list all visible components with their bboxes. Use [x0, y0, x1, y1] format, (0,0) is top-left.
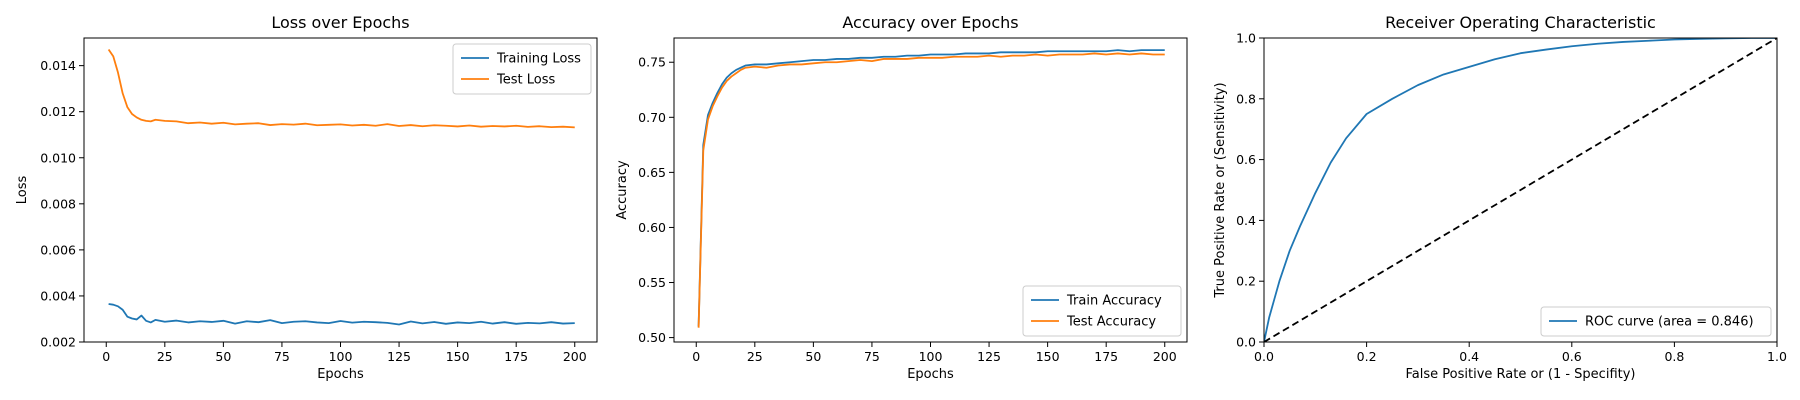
y-axis-label: Accuracy [615, 160, 630, 220]
x-tick-label: 0.2 [1357, 349, 1377, 364]
x-tick-label: 0.8 [1664, 349, 1684, 364]
y-tick-label: 0.60 [638, 220, 666, 235]
series-line-test-accuracy [697, 52, 1165, 328]
x-tick-label: 0 [102, 349, 110, 364]
x-tick-label: 200 [1153, 349, 1177, 364]
y-tick-label: 0.002 [40, 335, 76, 350]
y-tick-label: 0.010 [40, 150, 76, 165]
x-tick-label: 25 [157, 349, 173, 364]
y-axis-label: True Positive Rate or (Sensitivity) [1213, 82, 1228, 298]
x-tick-label: 100 [919, 349, 943, 364]
diagonal-reference-line [1264, 38, 1777, 342]
legend-label: ROC curve (area = 0.846) [1585, 315, 1754, 330]
y-tick-label: 0.50 [638, 330, 666, 345]
x-tick-label: 0.4 [1459, 349, 1479, 364]
chart-panel-3: 0.0 0.2 0.4 0.6 0.8 1.0 0.0 0.2 0.4 0.6 0.8 1.0 Rece… [1213, 13, 1787, 382]
y-tick-label: 0.4 [1236, 213, 1256, 228]
x-axis-label: False Positive Rate or (1 - Specifity) [1406, 367, 1636, 382]
y-tick-label: 0.8 [1236, 91, 1256, 106]
y-tick-label: 0.70 [638, 110, 666, 125]
x-tick-label: 0.0 [1254, 349, 1274, 364]
legend-label: Test Loss [496, 73, 555, 88]
x-tick-label: 0.6 [1562, 349, 1582, 364]
y-tick-label: 0.75 [638, 55, 666, 70]
y-tick-label: 0.2 [1236, 274, 1256, 289]
plot-frame [1263, 37, 1778, 343]
x-axis-label: Epochs [317, 367, 364, 382]
legend: Training Loss Test Loss [452, 43, 592, 95]
series-line-train-accuracy [697, 49, 1165, 327]
y-tick-label: 0.65 [638, 165, 666, 180]
y-tick-label: 0.6 [1236, 152, 1256, 167]
legend: ROC curve (area = 0.846) [1540, 306, 1772, 337]
y-tick-label: 1.0 [1236, 31, 1256, 46]
y-tick-label: 0.012 [40, 104, 76, 119]
legend-label: Train Accuracy [1066, 294, 1162, 309]
chart-title: Accuracy over Epochs [842, 13, 1018, 32]
x-tick-label: 150 [446, 349, 470, 364]
y-tick-label: 0.004 [40, 288, 76, 303]
series-line-roc-curve-area-0-846 [1264, 38, 1777, 342]
x-tick-label: 75 [274, 349, 290, 364]
chart-title: Loss over Epochs [271, 13, 409, 32]
x-tick-label: 25 [747, 349, 763, 364]
x-axis-label: Epochs [907, 367, 954, 382]
legend-box [452, 43, 592, 95]
y-tick-label: 0.014 [40, 58, 76, 73]
legend-label: Test Accuracy [1066, 315, 1156, 330]
x-tick-label: 0 [692, 349, 700, 364]
x-tick-label: 1.0 [1767, 349, 1787, 364]
chart-panel-1: 0 25 50 75 100 125 150 175 200 0.002 0.004 0.006 0.0… [15, 13, 598, 382]
x-tick-label: 150 [1036, 349, 1060, 364]
chart-title: Receiver Operating Characteristic [1385, 13, 1656, 32]
series-line-test-loss [107, 49, 575, 129]
y-tick-label: 0.006 [40, 242, 76, 257]
legend-box [1022, 285, 1182, 337]
x-tick-label: 75 [864, 349, 880, 364]
y-axis-label: Loss [15, 176, 30, 205]
x-tick-label: 100 [329, 349, 353, 364]
chart-panel-2: 0 25 50 75 100 125 150 175 200 0.50 0.55 0.60 0.65 0.… [615, 13, 1188, 382]
y-tick-label: 0.008 [40, 196, 76, 211]
x-tick-label: 175 [1094, 349, 1118, 364]
x-tick-label: 175 [504, 349, 528, 364]
x-tick-label: 50 [805, 349, 821, 364]
legend-box [1540, 306, 1772, 337]
x-tick-label: 125 [977, 349, 1001, 364]
legend-label: Training Loss [496, 52, 581, 67]
x-tick-label: 50 [215, 349, 231, 364]
x-tick-label: 200 [563, 349, 587, 364]
x-tick-label: 125 [387, 349, 411, 364]
legend: Train Accuracy Test Accuracy [1022, 285, 1182, 337]
series-line-training-loss [108, 303, 575, 326]
y-tick-label: 0.0 [1236, 335, 1256, 350]
y-tick-label: 0.55 [638, 275, 666, 290]
